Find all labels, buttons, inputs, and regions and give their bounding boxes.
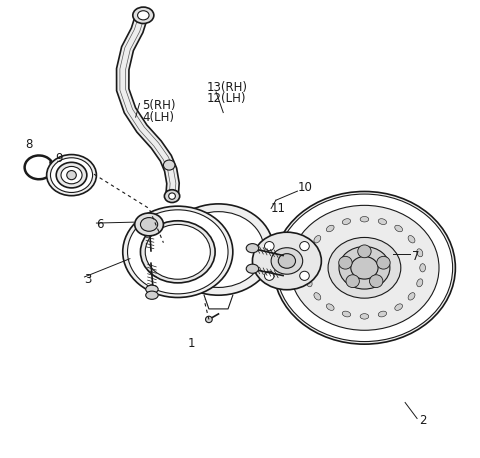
Ellipse shape xyxy=(303,264,309,272)
Circle shape xyxy=(346,275,360,288)
Circle shape xyxy=(168,193,175,199)
Ellipse shape xyxy=(417,279,423,287)
Ellipse shape xyxy=(395,304,403,311)
Text: 12(LH): 12(LH) xyxy=(206,93,246,105)
Ellipse shape xyxy=(146,291,158,300)
Ellipse shape xyxy=(360,314,369,319)
Ellipse shape xyxy=(246,244,259,253)
Circle shape xyxy=(377,256,390,269)
Ellipse shape xyxy=(360,217,369,222)
Circle shape xyxy=(264,271,274,280)
Ellipse shape xyxy=(408,235,415,243)
Ellipse shape xyxy=(274,191,456,344)
Ellipse shape xyxy=(146,285,158,294)
Wedge shape xyxy=(173,214,218,285)
Ellipse shape xyxy=(246,264,259,273)
Ellipse shape xyxy=(326,225,334,232)
Ellipse shape xyxy=(378,219,386,224)
Polygon shape xyxy=(117,14,179,196)
Text: 3: 3 xyxy=(84,273,92,286)
Text: 11: 11 xyxy=(271,202,286,215)
Ellipse shape xyxy=(314,293,321,300)
Ellipse shape xyxy=(164,190,180,202)
Text: 6: 6 xyxy=(96,218,104,231)
Text: 9: 9 xyxy=(56,152,63,165)
Ellipse shape xyxy=(47,154,96,196)
Ellipse shape xyxy=(408,293,415,300)
Wedge shape xyxy=(163,209,218,290)
Text: 1: 1 xyxy=(187,337,195,349)
Ellipse shape xyxy=(326,304,334,311)
Circle shape xyxy=(358,245,371,258)
Ellipse shape xyxy=(141,221,215,283)
Ellipse shape xyxy=(123,206,233,298)
Ellipse shape xyxy=(56,162,87,188)
Text: 5(RH): 5(RH) xyxy=(142,99,175,112)
Ellipse shape xyxy=(290,205,439,330)
Ellipse shape xyxy=(61,166,82,184)
Circle shape xyxy=(370,275,383,288)
Text: 8: 8 xyxy=(25,138,33,151)
Text: 7: 7 xyxy=(412,250,420,263)
Ellipse shape xyxy=(328,237,401,298)
Text: 2: 2 xyxy=(420,414,427,427)
Ellipse shape xyxy=(141,218,157,231)
Ellipse shape xyxy=(306,249,312,257)
Ellipse shape xyxy=(271,248,303,274)
Circle shape xyxy=(67,170,76,180)
Ellipse shape xyxy=(395,225,403,232)
Ellipse shape xyxy=(420,264,425,272)
Circle shape xyxy=(339,256,352,269)
Ellipse shape xyxy=(145,224,210,279)
Ellipse shape xyxy=(306,279,312,287)
Ellipse shape xyxy=(278,254,296,268)
Circle shape xyxy=(300,271,309,280)
Ellipse shape xyxy=(163,160,175,170)
Ellipse shape xyxy=(173,212,264,288)
Ellipse shape xyxy=(378,311,386,317)
Ellipse shape xyxy=(342,311,351,317)
Ellipse shape xyxy=(252,232,322,290)
Ellipse shape xyxy=(50,158,93,192)
Ellipse shape xyxy=(138,11,149,20)
Circle shape xyxy=(264,241,274,251)
Circle shape xyxy=(300,241,309,251)
Ellipse shape xyxy=(351,256,378,279)
Circle shape xyxy=(205,316,212,322)
Ellipse shape xyxy=(417,249,423,257)
Text: 13(RH): 13(RH) xyxy=(206,81,248,94)
Ellipse shape xyxy=(314,235,321,243)
Ellipse shape xyxy=(163,204,274,295)
Ellipse shape xyxy=(276,194,453,342)
Ellipse shape xyxy=(128,210,228,294)
Ellipse shape xyxy=(342,219,351,224)
Text: 4(LH): 4(LH) xyxy=(142,111,174,124)
Ellipse shape xyxy=(135,213,163,236)
Text: 10: 10 xyxy=(298,181,312,194)
Ellipse shape xyxy=(133,7,154,23)
Ellipse shape xyxy=(339,246,390,289)
